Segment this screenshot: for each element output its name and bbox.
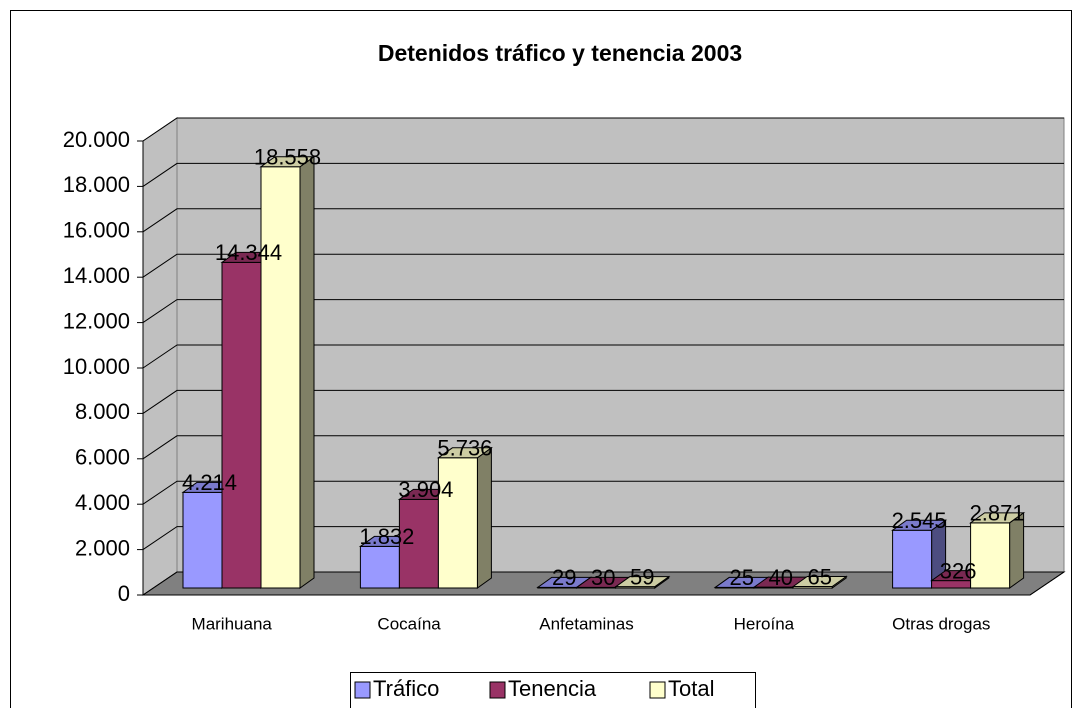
grid-line — [142, 344, 1064, 369]
bar — [221, 261, 262, 589]
grid-line — [142, 389, 1064, 414]
x-tick-label: Cocaína — [377, 614, 441, 633]
value-label: 4.214 — [182, 470, 237, 495]
value-label: 25 — [729, 565, 753, 590]
grid-line — [142, 208, 1064, 233]
bar — [182, 491, 223, 589]
bar-side — [476, 446, 492, 589]
value-label: 14.344 — [215, 240, 282, 265]
bar-top — [259, 156, 316, 168]
bar-top — [891, 519, 948, 531]
y-tick-label: 4.000 — [75, 490, 130, 515]
y-tick-label: 0 — [118, 581, 130, 606]
grid-line — [142, 253, 1064, 278]
y-tick-label: 12.000 — [63, 308, 130, 333]
bar-top — [614, 576, 671, 588]
y-tick-label: 20.000 — [63, 127, 130, 152]
value-label: 59 — [630, 564, 654, 589]
bar — [359, 545, 400, 589]
x-tick-label: Anfetaminas — [539, 614, 634, 633]
value-label: 40 — [768, 565, 792, 590]
chart-title: Detenidos tráfico y tenencia 2003 — [378, 40, 742, 66]
value-label: 3.904 — [398, 477, 453, 502]
value-label: 29 — [552, 565, 576, 590]
legend — [350, 672, 756, 708]
y-tick-label: 14.000 — [63, 263, 130, 288]
grid-line — [142, 117, 1064, 142]
bar — [260, 166, 301, 589]
y-tick-label: 2.000 — [75, 535, 130, 560]
legend-swatch — [489, 681, 506, 699]
value-label: 65 — [807, 564, 831, 589]
bar — [437, 457, 478, 589]
legend-label: Tenencia — [508, 676, 597, 701]
value-label: 2.545 — [892, 508, 947, 533]
grid-line — [142, 526, 1064, 551]
value-label: 2.871 — [970, 501, 1025, 526]
bar-side — [299, 155, 315, 589]
value-label: 5.736 — [437, 436, 492, 461]
x-axis-right — [1029, 571, 1065, 596]
y-tick-label: 16.000 — [63, 218, 130, 243]
y-tick-label: 8.000 — [75, 399, 130, 424]
value-label: 326 — [940, 558, 977, 583]
x-tick-label: Heroína — [734, 614, 795, 633]
x-tick-label: Marihuana — [192, 614, 273, 633]
grid-line — [142, 571, 1064, 596]
x-tick-label: Otras drogas — [892, 614, 990, 633]
bar-top — [791, 576, 848, 588]
bar-top — [436, 447, 493, 459]
bar — [398, 498, 439, 589]
value-label: 1.832 — [359, 524, 414, 549]
legend-label: Total — [668, 676, 714, 701]
y-tick-label: 10.000 — [63, 354, 130, 379]
value-label: 18.558 — [254, 145, 321, 170]
legend-swatch — [354, 681, 371, 699]
bar-top — [969, 512, 1026, 524]
grid-line — [142, 480, 1064, 505]
value-label: 30 — [591, 565, 615, 590]
grid-line — [142, 299, 1064, 324]
legend-swatch — [649, 681, 666, 699]
grid-line — [142, 162, 1064, 187]
y-tick-label: 6.000 — [75, 445, 130, 470]
grid-line — [142, 435, 1064, 460]
legend-label: Tráfico — [373, 676, 439, 701]
y-tick-label: 18.000 — [63, 172, 130, 197]
bar — [892, 529, 933, 589]
